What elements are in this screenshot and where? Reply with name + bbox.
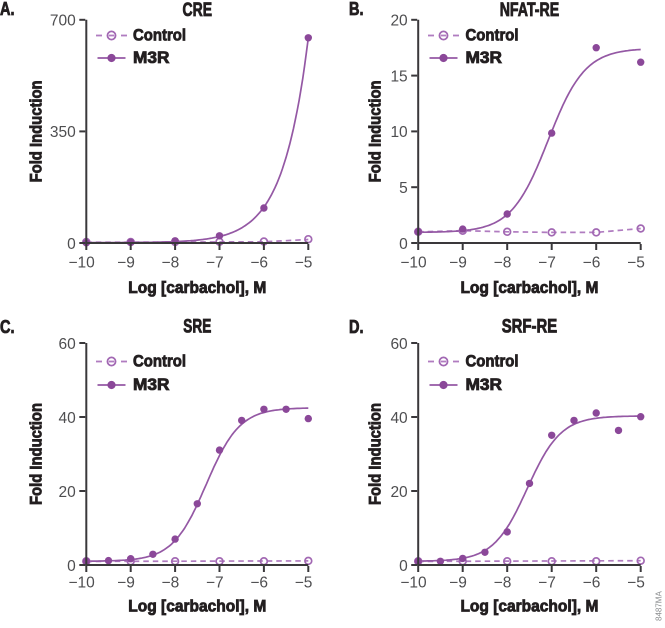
svg-text:20: 20 — [59, 484, 77, 501]
svg-text:−5: −5 — [627, 575, 645, 592]
svg-text:−9: −9 — [117, 255, 135, 272]
svg-text:−7: −7 — [206, 575, 224, 592]
svg-text:Fold Induction: Fold Induction — [366, 80, 385, 182]
svg-text:40: 40 — [59, 410, 77, 427]
svg-text:−7: −7 — [538, 575, 556, 592]
svg-text:SRF-RE: SRF-RE — [502, 316, 558, 337]
svg-text:0: 0 — [399, 236, 408, 253]
svg-text:−9: −9 — [449, 575, 467, 592]
svg-text:CRE: CRE — [183, 0, 213, 21]
svg-text:C.: C. — [0, 317, 15, 337]
svg-text:15: 15 — [390, 68, 407, 85]
svg-text:Log [carbachol], M: Log [carbachol], M — [460, 597, 598, 616]
svg-text:8487MA: 8487MA — [655, 591, 664, 621]
svg-text:M3R: M3R — [466, 48, 503, 67]
svg-text:20: 20 — [390, 484, 408, 501]
svg-text:−6: −6 — [583, 255, 601, 272]
svg-text:−10: −10 — [400, 575, 427, 592]
svg-text:Fold Induction: Fold Induction — [27, 403, 46, 505]
svg-text:10: 10 — [390, 124, 408, 141]
svg-text:−7: −7 — [538, 255, 556, 272]
svg-text:M3R: M3R — [133, 48, 170, 67]
svg-text:Log [carbachol], M: Log [carbachol], M — [460, 278, 598, 297]
svg-text:Control: Control — [133, 352, 186, 371]
svg-text:Log [carbachol], M: Log [carbachol], M — [128, 278, 266, 297]
svg-text:−5: −5 — [295, 575, 313, 592]
svg-text:40: 40 — [390, 410, 408, 427]
svg-text:5: 5 — [399, 180, 408, 197]
svg-text:−8: −8 — [162, 575, 180, 592]
svg-text:0: 0 — [399, 558, 408, 575]
svg-text:−5: −5 — [295, 255, 313, 272]
svg-text:700: 700 — [50, 13, 76, 30]
svg-text:D.: D. — [349, 317, 364, 337]
svg-text:Control: Control — [466, 352, 519, 371]
svg-text:−8: −8 — [162, 255, 180, 272]
svg-text:Control: Control — [133, 26, 186, 45]
svg-text:Control: Control — [466, 26, 519, 45]
svg-text:−6: −6 — [583, 575, 601, 592]
svg-text:−10: −10 — [68, 575, 95, 592]
svg-text:0: 0 — [67, 236, 76, 253]
svg-text:−9: −9 — [449, 255, 467, 272]
svg-text:Fold Induction: Fold Induction — [366, 403, 385, 505]
svg-text:−6: −6 — [250, 255, 268, 272]
svg-text:−9: −9 — [117, 575, 135, 592]
svg-text:−7: −7 — [206, 255, 224, 272]
svg-text:B.: B. — [349, 0, 364, 19]
svg-text:60: 60 — [59, 336, 77, 353]
svg-text:0: 0 — [67, 558, 76, 575]
svg-text:350: 350 — [50, 124, 76, 141]
svg-text:M3R: M3R — [466, 375, 503, 394]
svg-text:M3R: M3R — [133, 375, 170, 394]
svg-text:−10: −10 — [68, 255, 95, 272]
svg-text:−8: −8 — [494, 575, 512, 592]
svg-text:−6: −6 — [250, 575, 268, 592]
svg-text:NFAT-RE: NFAT-RE — [500, 0, 560, 21]
svg-text:−8: −8 — [494, 255, 512, 272]
svg-text:−5: −5 — [627, 255, 645, 272]
svg-text:SRE: SRE — [183, 316, 211, 337]
svg-text:20: 20 — [390, 13, 408, 30]
svg-text:A.: A. — [0, 0, 15, 19]
svg-text:Log [carbachol], M: Log [carbachol], M — [128, 597, 266, 616]
svg-text:Fold Induction: Fold Induction — [27, 80, 46, 182]
svg-text:60: 60 — [390, 336, 408, 353]
svg-text:−10: −10 — [400, 255, 427, 272]
